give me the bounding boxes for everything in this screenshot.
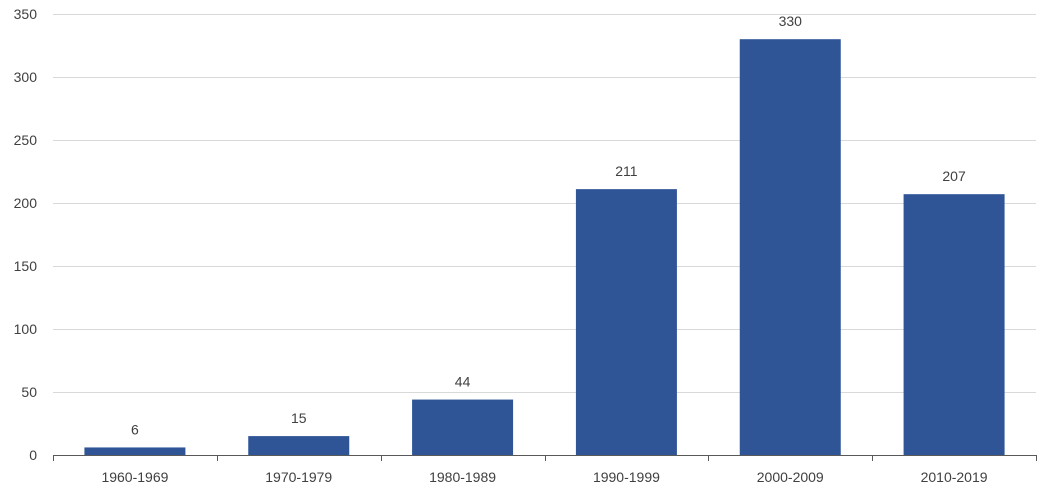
data-label: 330 xyxy=(779,13,803,29)
data-label: 44 xyxy=(455,374,471,390)
x-axis xyxy=(53,455,1037,461)
y-tick-label: 200 xyxy=(14,195,38,211)
data-labels: 6 15 44 211 330 207 xyxy=(131,13,966,437)
y-tick-label: 300 xyxy=(14,69,38,85)
data-label: 6 xyxy=(131,421,139,437)
data-label: 211 xyxy=(615,163,638,179)
bar-2010-2019 xyxy=(903,194,1005,455)
x-tick-label: 2000-2009 xyxy=(757,469,824,485)
gridlines xyxy=(53,14,1036,393)
bar-1980-1989 xyxy=(412,399,514,455)
data-label: 15 xyxy=(291,410,307,426)
y-tick-label: 350 xyxy=(14,6,38,22)
x-tick-label: 1960-1969 xyxy=(101,469,168,485)
x-tick-label: 2010-2019 xyxy=(921,469,988,485)
x-axis-tick-labels: 1960-1969 1970-1979 1980-1989 1990-1999 2000… xyxy=(101,469,987,485)
x-tick-label: 1980-1989 xyxy=(429,469,496,485)
bar-1960-1969 xyxy=(84,447,186,455)
x-tick-label: 1970-1979 xyxy=(265,469,332,485)
y-tick-label: 150 xyxy=(14,258,38,274)
x-tick-label: 1990-1999 xyxy=(593,469,660,485)
y-axis-tick-labels: 0 50 100 150 200 250 300 350 xyxy=(14,6,38,463)
y-tick-label: 100 xyxy=(14,321,38,337)
bar-1970-1979 xyxy=(248,436,350,455)
bar-2000-2009 xyxy=(739,39,841,455)
y-tick-label: 250 xyxy=(14,132,38,148)
bar-1990-1999 xyxy=(575,189,677,455)
data-label: 207 xyxy=(942,168,966,184)
y-tick-label: 50 xyxy=(21,384,37,400)
bars xyxy=(84,39,1005,455)
y-tick-label: 0 xyxy=(29,447,37,463)
